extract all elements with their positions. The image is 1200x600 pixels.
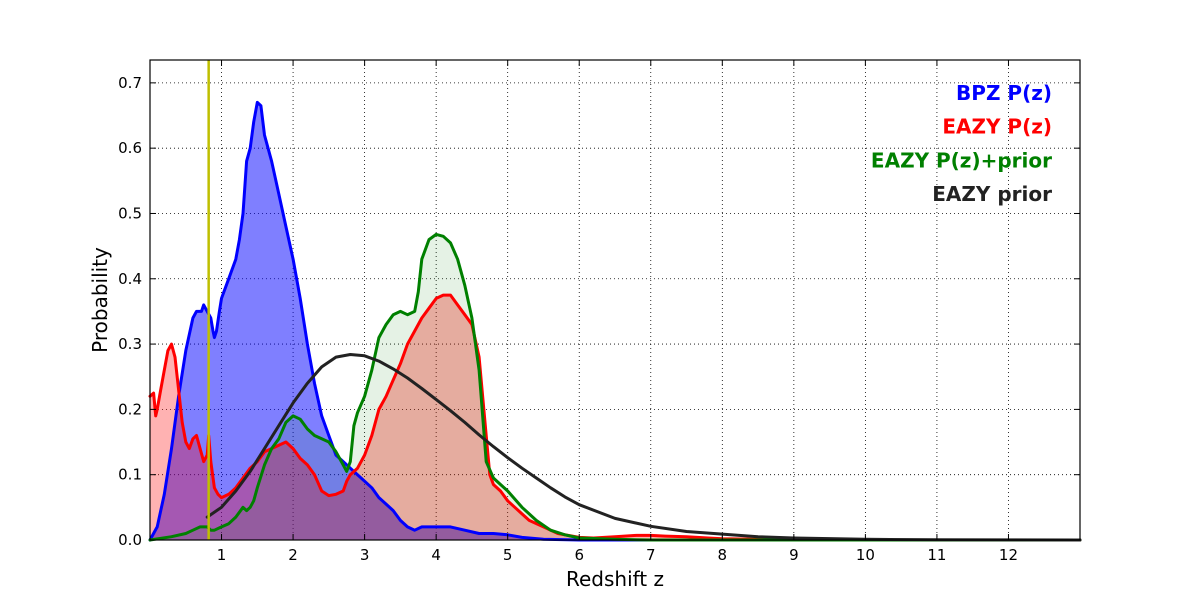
y-tick-label: 0.3 xyxy=(118,335,142,353)
series-area-eazy-p-z xyxy=(150,295,1080,540)
series-line-eazy-p-z-prior xyxy=(148,232,1082,542)
series-line-bpz-p-z xyxy=(148,100,1082,542)
series-area-bpz-p-z xyxy=(150,102,1080,541)
x-tick-label: 5 xyxy=(503,546,513,564)
axes xyxy=(149,59,1081,541)
x-tick-label: 8 xyxy=(718,546,728,564)
plot-frame xyxy=(149,59,1081,541)
x-tick-label: 7 xyxy=(646,546,656,564)
y-tick-label: 0.2 xyxy=(118,400,142,418)
y-tick-label: 0.6 xyxy=(118,139,142,157)
x-tick-label: 6 xyxy=(574,546,584,564)
x-tick-label: 3 xyxy=(360,546,370,564)
legend-entry-eazy-prior: EAZY prior xyxy=(932,182,1052,206)
y-tick-label: 0.0 xyxy=(118,531,142,549)
y-tick-label: 0.5 xyxy=(118,204,142,222)
x-tick-label: 4 xyxy=(431,546,441,564)
y-tick-label: 0.1 xyxy=(118,466,142,484)
series-line-eazy-p-z xyxy=(148,293,1082,542)
x-axis-label: Redshift z xyxy=(566,567,664,591)
x-tick-label: 9 xyxy=(789,546,799,564)
x-tick-label: 11 xyxy=(927,546,946,564)
tick-marks: 1 2 3 4 5 6 7 8 9 10 11 120.00.10.20.30.40.50.60.7 xyxy=(118,60,1080,564)
y-tick-label: 0.4 xyxy=(118,270,142,288)
x-tick-label: 2 xyxy=(288,546,298,564)
legend: BPZ P(z) EAZY P(z) EAZY P(z)+prior EAZY pri… xyxy=(871,81,1052,206)
x-tick-label: 1 xyxy=(217,546,227,564)
x-tick-label: 12 xyxy=(999,546,1018,564)
x-tick-label: 10 xyxy=(856,546,875,564)
legend-entry-eazy-p-z-prior: EAZY P(z)+prior xyxy=(871,148,1052,172)
legend-entry-bpz-p-z: BPZ P(z) xyxy=(956,81,1052,105)
y-tick-label: 0.7 xyxy=(118,74,142,92)
series-area-eazy-p-z-prior xyxy=(150,234,1080,540)
series-layer xyxy=(148,60,1082,542)
y-axis-label: Probability xyxy=(88,247,112,353)
legend-entry-eazy-p-z: EAZY P(z) xyxy=(942,115,1052,139)
